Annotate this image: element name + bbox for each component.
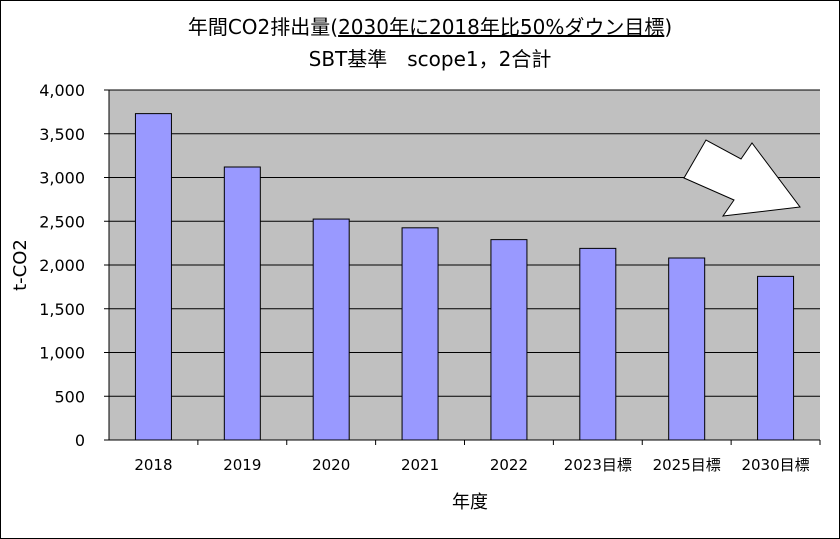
chart-title-target: 2030年に2018年比50%ダウン目標 — [338, 15, 664, 39]
bars — [134, 113, 795, 441]
chart-title-prefix: 年間CO2排出量( — [188, 15, 338, 39]
x-tick-label: 2025目標 — [653, 456, 721, 474]
y-tick-label: 2,000 — [39, 256, 85, 275]
x-axis-label: 年度 — [452, 492, 488, 513]
x-tick-label: 2020 — [312, 456, 350, 474]
x-tick-label: 2021 — [401, 456, 439, 474]
y-tick-label: 3,500 — [39, 125, 85, 144]
x-tick-label: 2030目標 — [741, 456, 809, 474]
bar-2023目標 — [579, 247, 617, 441]
x-tick-label: 2023目標 — [564, 456, 632, 474]
y-axis-ticks: 0 500 1,000 1,500 2,000 2,500 3,000 3,500 4,000 — [39, 81, 109, 450]
chart-title-suffix: ) — [664, 15, 672, 39]
y-tick-label: 2,500 — [39, 212, 85, 231]
y-tick-label: 1,000 — [39, 344, 85, 363]
downward-arrow-icon — [683, 139, 801, 217]
y-tick-label: 500 — [54, 387, 85, 406]
x-tick-label: 2019 — [223, 456, 261, 474]
y-tick-label: 1,500 — [39, 300, 85, 319]
x-tick-label: 2022 — [490, 456, 528, 474]
x-axis-ticks: 2018 2019 2020 2021 2022 2023目標 2025目標 2030目標 — [134, 440, 821, 474]
bar-2025目標 — [668, 257, 706, 441]
y-tick-label: 4,000 — [39, 81, 85, 100]
bar-2018 — [134, 113, 172, 441]
bar-2019 — [223, 166, 261, 441]
y-tick-label: 3,000 — [39, 169, 85, 188]
chart-title: 年間CO2排出量(2030年に2018年比50%ダウン目標) — [188, 15, 672, 39]
chart-subtitle: SBT基準 scope1，2合計 — [309, 47, 552, 71]
bar-2020 — [312, 218, 350, 441]
bar-2030目標 — [757, 275, 795, 441]
bar-2022 — [490, 239, 528, 441]
y-axis-label: t-CO2 — [10, 239, 31, 291]
y-tick-label: 0 — [75, 431, 85, 450]
x-tick-label: 2018 — [134, 456, 172, 474]
bar-2021 — [401, 227, 439, 441]
